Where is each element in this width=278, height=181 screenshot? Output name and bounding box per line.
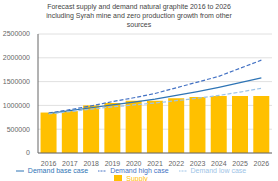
svg-text:2021: 2021: [147, 160, 163, 167]
svg-text:500000: 500000: [7, 126, 30, 133]
svg-text:2022: 2022: [168, 160, 184, 167]
svg-text:2500000: 2500000: [3, 30, 30, 37]
svg-text:2000000: 2000000: [3, 54, 30, 61]
html-text:Demand low case: Demand low case: [190, 167, 247, 174]
html-text:Demand high case: Demand high case: [110, 167, 169, 174]
svg-text:2023: 2023: [190, 160, 206, 167]
svg-text:2024: 2024: [211, 160, 227, 167]
svg-text:1000000: 1000000: [3, 102, 30, 109]
svg-text:0: 0: [26, 149, 30, 156]
svg-text:1500000: 1500000: [3, 78, 30, 85]
html-text:Demand base case: Demand base case: [27, 167, 89, 174]
svg-text:2019: 2019: [105, 160, 121, 167]
svg-text:2018: 2018: [83, 160, 99, 167]
html-text:Forecast supply and demand nat: Forecast supply and demand natural graph…: [46, 3, 232, 28]
svg-text:2026: 2026: [254, 160, 270, 167]
svg-text:2025: 2025: [232, 160, 248, 167]
svg-text:2016: 2016: [41, 160, 57, 167]
svg-text:2017: 2017: [62, 160, 78, 167]
svg-text:2020: 2020: [126, 160, 142, 167]
